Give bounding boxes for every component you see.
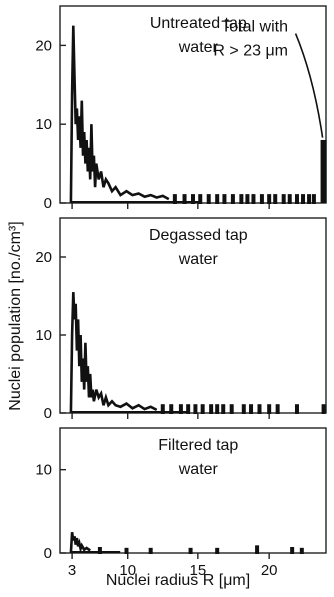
series-line-filtered [69,532,91,554]
data-mark-degassed-1 [169,404,174,414]
data-mark-untreated-11 [259,194,264,204]
y-tick-label-untreated-0: 0 [44,195,52,212]
panel-frame-filtered [59,427,327,554]
data-mark-untreated-8 [239,194,244,204]
annotation-line-1: R > 23 μm [213,43,288,60]
data-mark-untreated-19 [311,194,316,204]
panel-title-filtered-line-0: Filtered tap [158,437,238,454]
y-tick-label-untreated-1: 10 [35,116,52,133]
data-mark-untreated-3 [198,194,203,204]
x-tick-label-3: 20 [261,562,278,579]
x-tick-label-2: 15 [189,562,206,579]
x-axis-title: Nuclei radius R [μm] [106,572,250,589]
data-mark-degassed-13 [267,404,272,414]
data-mark-degassed-9 [229,404,234,414]
data-mark-filtered-2 [148,547,153,554]
annotation-line-0: Total with [221,19,288,36]
data-mark-degassed-6 [209,404,214,414]
panel-degassed: 0 10 20 Degassed tap water [35,217,327,422]
data-mark-untreated-10 [251,194,256,204]
panel-title-filtered-line-1: water [178,461,219,478]
data-mark-degassed-8 [221,404,226,414]
data-mark-untreated-0 [172,194,177,204]
total-bar [320,139,327,203]
x-tick-label-0: 3 [68,562,76,579]
panel-filtered: 0 10 3 10 15 20 Filtered tap water [35,427,327,579]
annotation-arrow [294,33,324,138]
data-mark-filtered-0 [97,547,102,554]
data-mark-degassed-2 [178,404,183,414]
data-mark-degassed-11 [249,404,254,414]
panel-title-untreated-line-1: water [178,39,219,56]
data-mark-untreated-2 [191,194,195,204]
data-mark-degassed-0 [160,404,165,414]
data-mark-degassed-16 [321,404,326,414]
y-tick-label-filtered-0: 0 [44,545,52,562]
y-tick-label-untreated-2: 20 [35,37,52,54]
data-mark-filtered-1 [124,547,129,554]
y-tick-label-filtered-1: 10 [35,462,52,479]
x-tick-label-1: 10 [119,562,136,579]
data-mark-degassed-4 [193,404,198,414]
data-mark-untreated-12 [267,194,272,204]
y-tick-label-degassed-2: 20 [35,249,52,266]
data-mark-untreated-15 [287,194,292,204]
data-mark-untreated-13 [273,194,278,204]
series-line-degassed [69,292,158,414]
y-tick-label-degassed-0: 0 [44,405,52,422]
data-mark-degassed-15 [294,404,299,414]
series-line-untreated [69,25,170,204]
data-mark-untreated-17 [301,194,306,204]
data-mark-filtered-3 [188,547,193,554]
data-mark-degassed-7 [215,404,220,414]
panel-title-degassed-line-0: Degassed tap [149,227,248,244]
data-mark-degassed-10 [241,404,246,414]
data-mark-untreated-16 [294,194,299,204]
panel-title-untreated-line-0: Untreated tap [150,15,247,32]
data-mark-degassed-3 [186,404,191,414]
data-mark-untreated-6 [222,194,227,204]
data-mark-untreated-9 [245,194,250,204]
y-axis-title: Nuclei population [no./cm³] [7,221,24,410]
panel-title-degassed-line-1: water [178,251,219,268]
data-mark-untreated-7 [230,194,235,204]
data-mark-untreated-14 [281,194,286,204]
data-mark-filtered-7 [299,547,304,554]
data-mark-degassed-5 [200,404,205,414]
data-mark-filtered-6 [290,547,295,554]
data-mark-filtered-5 [255,545,260,554]
data-mark-degassed-12 [257,404,262,414]
data-mark-filtered-4 [215,547,220,554]
y-tick-label-degassed-1: 10 [35,327,52,344]
data-mark-degassed-14 [275,404,280,414]
data-mark-untreated-4 [206,194,211,204]
data-mark-untreated-18 [307,194,312,204]
panel-frame-degassed [59,217,327,414]
data-mark-untreated-1 [182,194,187,204]
data-mark-untreated-5 [215,194,220,204]
